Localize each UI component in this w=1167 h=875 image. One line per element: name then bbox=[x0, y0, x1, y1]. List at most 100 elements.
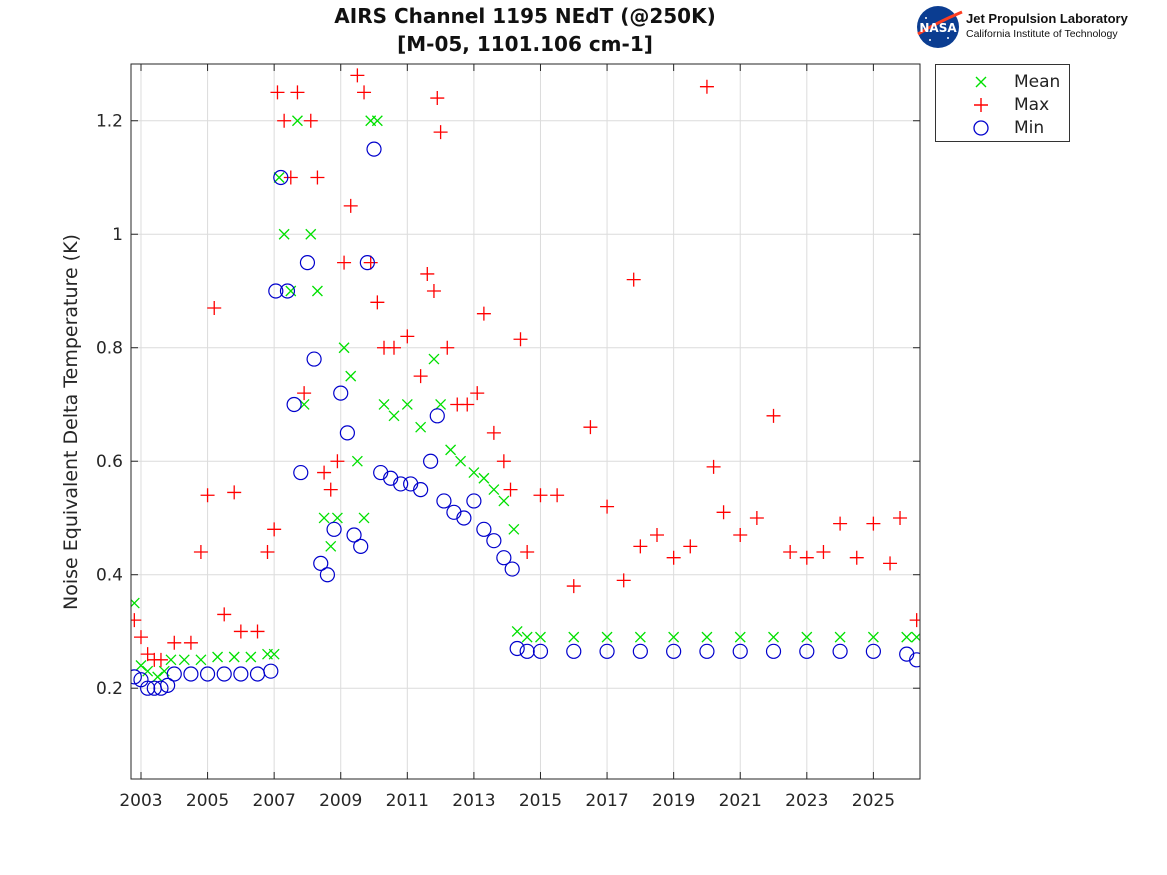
min-point bbox=[333, 385, 349, 401]
max-point bbox=[849, 550, 864, 565]
min-point bbox=[160, 677, 176, 693]
max-point bbox=[816, 545, 831, 560]
x-axis-ticks: 2003 2005 2007 2009 2011 2013 2015 2017 2019 2021… bbox=[119, 64, 895, 811]
min-point bbox=[383, 470, 399, 486]
mean-point bbox=[668, 631, 680, 643]
x-tick-label: 2013 bbox=[452, 791, 495, 811]
max-point bbox=[440, 340, 455, 355]
mean-point bbox=[152, 671, 164, 683]
mean-point bbox=[568, 631, 580, 643]
nasa-meatball-icon: NASA bbox=[917, 6, 963, 48]
max-point bbox=[283, 170, 298, 185]
min-point bbox=[140, 680, 156, 696]
mean-point bbox=[228, 651, 240, 663]
max-point bbox=[470, 386, 485, 401]
series-max bbox=[131, 68, 920, 667]
legend-label: Max bbox=[1014, 95, 1050, 115]
max-point bbox=[600, 499, 615, 514]
x-tick-label: 2007 bbox=[253, 791, 296, 811]
max-point bbox=[749, 510, 764, 525]
max-point bbox=[370, 295, 385, 310]
min-point bbox=[216, 666, 232, 682]
max-point bbox=[650, 527, 664, 542]
max-point bbox=[893, 510, 908, 525]
legend-item-min: Min bbox=[936, 117, 1071, 139]
max-point bbox=[233, 624, 248, 639]
mean-point bbox=[351, 455, 363, 467]
min-point bbox=[732, 643, 748, 659]
min-point bbox=[166, 666, 182, 682]
chart-subtitle: [M-05, 1101.106 cm-1] bbox=[397, 32, 653, 56]
max-point bbox=[533, 488, 548, 503]
min-point bbox=[865, 643, 881, 659]
mean-point bbox=[911, 631, 920, 643]
mean-point bbox=[401, 399, 413, 410]
mean-point bbox=[371, 115, 383, 127]
y-tick-label: 1 bbox=[112, 225, 123, 245]
mean-point bbox=[415, 421, 427, 433]
mean-point bbox=[834, 631, 846, 643]
x-tick-label: 2009 bbox=[319, 791, 362, 811]
mean-point bbox=[358, 512, 370, 524]
y-axis-label: Noise Equivalent Delta Temperature (K) bbox=[60, 234, 82, 610]
min-point bbox=[306, 351, 322, 367]
x-tick-label: 2019 bbox=[652, 791, 695, 811]
circle-marker-icon bbox=[973, 120, 989, 136]
max-point bbox=[486, 425, 501, 440]
x-tick-label: 2025 bbox=[852, 791, 895, 811]
max-point bbox=[303, 113, 318, 128]
min-point bbox=[353, 538, 369, 554]
max-point bbox=[476, 306, 491, 321]
max-point bbox=[140, 647, 155, 662]
max-point bbox=[317, 465, 332, 480]
min-point bbox=[313, 555, 329, 571]
mean-point bbox=[734, 631, 746, 643]
min-point bbox=[519, 643, 535, 659]
max-point bbox=[250, 624, 265, 639]
max-point bbox=[460, 397, 475, 412]
min-point bbox=[699, 643, 715, 659]
mean-point bbox=[268, 648, 280, 660]
max-point bbox=[167, 635, 182, 650]
max-point bbox=[706, 459, 721, 474]
chart-title: AIRS Channel 1195 NEdT (@250K) bbox=[334, 4, 716, 28]
mean-point bbox=[291, 115, 303, 127]
mean-point bbox=[212, 651, 224, 663]
max-point bbox=[387, 340, 401, 355]
max-point bbox=[666, 550, 681, 565]
max-point bbox=[583, 420, 598, 435]
mean-point bbox=[305, 228, 317, 240]
mean-point bbox=[445, 444, 457, 456]
max-point bbox=[420, 266, 435, 281]
plot-frame bbox=[130, 63, 921, 780]
min-point bbox=[393, 476, 409, 492]
jpl-logo: NASA bbox=[912, 4, 1162, 50]
max-point bbox=[363, 255, 378, 270]
plus-marker-icon bbox=[974, 98, 988, 112]
max-point bbox=[310, 170, 325, 185]
x-tick-label: 2011 bbox=[386, 791, 429, 811]
mean-point bbox=[601, 631, 613, 643]
x-tick-label: 2021 bbox=[719, 791, 762, 811]
max-point bbox=[513, 332, 528, 347]
jpl-subtitle: California Institute of Technology bbox=[966, 28, 1118, 40]
legend-item-mean: Mean bbox=[936, 71, 1071, 93]
min-point bbox=[832, 643, 848, 659]
min-point bbox=[413, 481, 429, 498]
max-point bbox=[683, 539, 698, 554]
min-point bbox=[532, 643, 549, 659]
min-point bbox=[373, 464, 389, 481]
max-point bbox=[883, 556, 898, 571]
max-point bbox=[496, 454, 511, 469]
legend: Mean Max Min bbox=[935, 64, 1070, 142]
min-point bbox=[263, 663, 279, 679]
min-point bbox=[496, 550, 512, 566]
mean-point bbox=[135, 660, 147, 671]
mean-point bbox=[428, 353, 440, 365]
mean-point bbox=[435, 399, 447, 410]
min-point bbox=[486, 533, 502, 549]
x-tick-label: 2003 bbox=[119, 791, 162, 811]
max-point bbox=[716, 505, 731, 520]
max-point bbox=[200, 488, 215, 503]
